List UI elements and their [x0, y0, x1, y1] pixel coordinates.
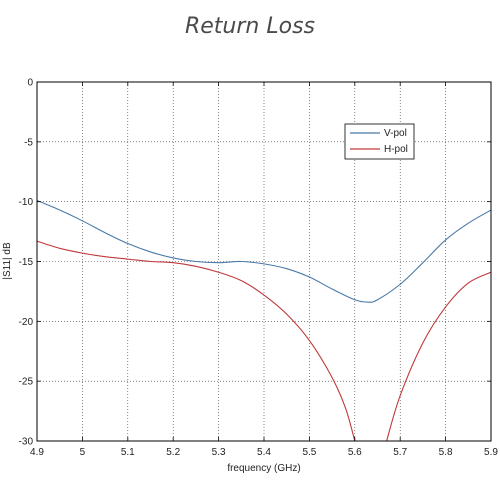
ticks: 4.9 5 5.1 5.2 5.3 5.4 5.5 5.6 5.7 5.8 5.9 0 -5 -10 -15… [19, 78, 499, 459]
grid [37, 82, 491, 441]
series-line-v-pol [36, 199, 492, 303]
legend-label: H-pol [384, 144, 408, 155]
x-tick-label: 5.2 [166, 447, 180, 458]
y-axis-label: |S11| dB [2, 242, 13, 280]
legend-label: V-pol [384, 128, 407, 139]
legend: V-pol H-pol [344, 123, 415, 160]
y-tick-label: -20 [19, 317, 34, 328]
x-axis-label: frequency (GHz) [227, 463, 300, 474]
x-tick-label: 5 [80, 447, 86, 458]
x-tick-label: 5.4 [257, 447, 271, 458]
y-tick-label: -15 [19, 257, 34, 268]
x-tick-label: 5.9 [484, 447, 498, 458]
chart-title: Return Loss [184, 14, 315, 39]
y-tick-label: -5 [24, 137, 33, 148]
x-tick-label: 5.8 [439, 447, 453, 458]
x-tick-label: 5.3 [212, 447, 226, 458]
x-tick-label: 5.1 [121, 447, 135, 458]
y-tick-label: -10 [19, 197, 34, 208]
y-tick-label: -30 [19, 437, 34, 448]
y-tick-label: -25 [19, 377, 34, 388]
x-tick-label: 5.6 [348, 447, 362, 458]
plot-background [37, 82, 491, 441]
x-tick-label: 5.5 [302, 447, 316, 458]
series-line-h-pol [386, 271, 492, 442]
series-line-h-pol [36, 240, 356, 442]
legend-box [344, 123, 415, 160]
series-layer [36, 199, 492, 442]
x-tick-label: 5.7 [393, 447, 407, 458]
y-tick-label: 0 [27, 78, 33, 89]
x-tick-label: 4.9 [30, 447, 44, 458]
